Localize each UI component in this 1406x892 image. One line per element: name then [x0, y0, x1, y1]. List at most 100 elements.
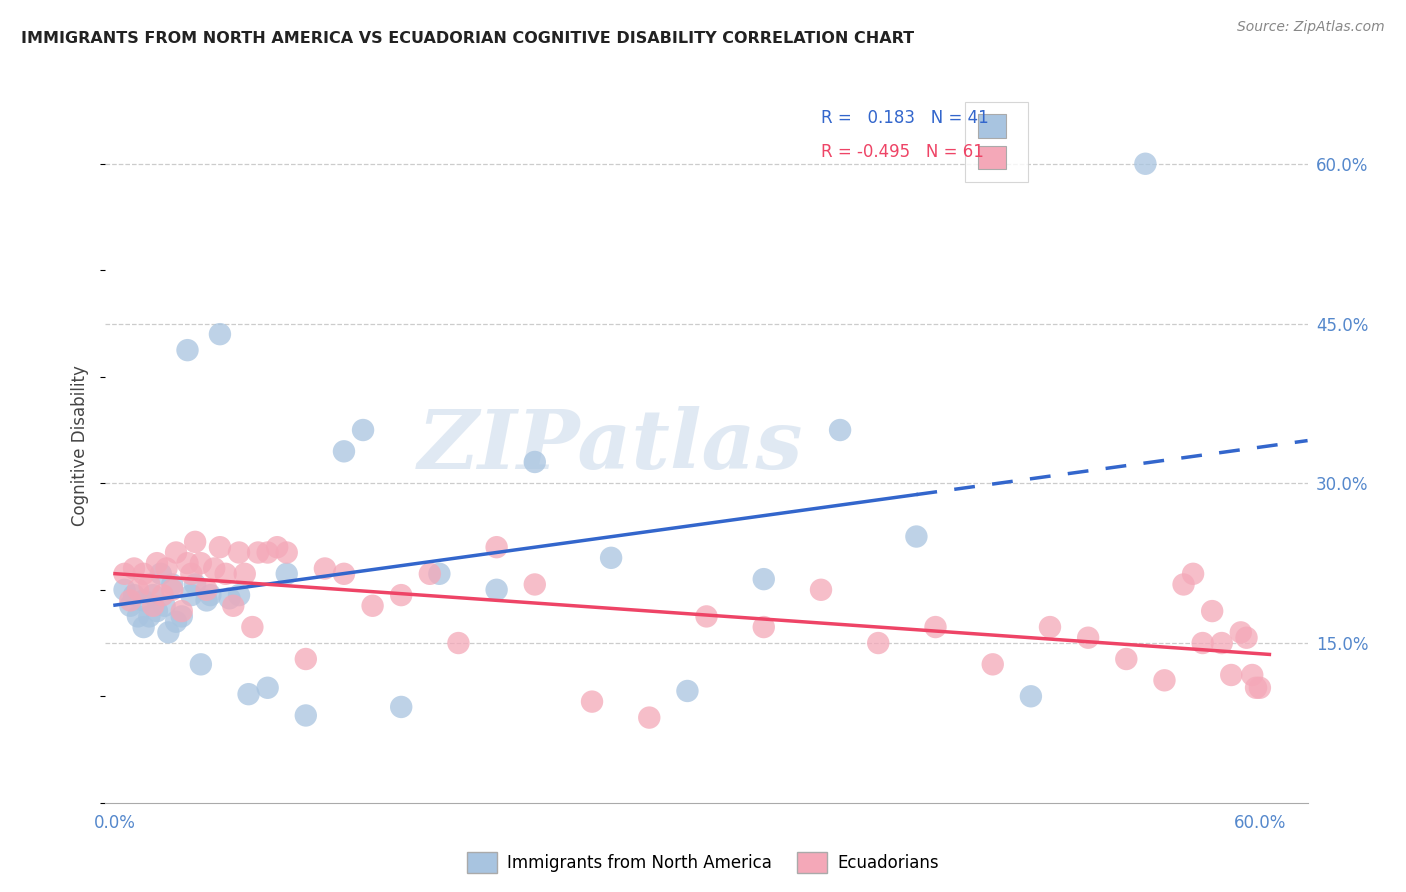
Y-axis label: Cognitive Disability: Cognitive Disability: [72, 366, 90, 526]
Point: [146, 604, 169, 618]
Point: [924, 620, 946, 634]
Text: R =   0.183   N = 41: R = 0.183 N = 41: [821, 109, 988, 127]
Point: [120, 593, 142, 607]
Point: [523, 455, 546, 469]
Point: [162, 577, 183, 591]
Point: [190, 556, 212, 570]
Point: [149, 566, 172, 581]
Point: [138, 577, 160, 591]
Point: [184, 534, 207, 549]
Point: [333, 566, 356, 581]
Point: [155, 561, 177, 575]
Point: [184, 577, 207, 591]
Point: [752, 620, 775, 634]
Point: [600, 550, 623, 565]
Point: [1244, 681, 1267, 695]
Point: [333, 444, 356, 458]
Point: [122, 561, 145, 575]
Text: IMMIGRANTS FROM NORTH AMERICA VS ECUADORIAN COGNITIVE DISABILITY CORRELATION CHA: IMMIGRANTS FROM NORTH AMERICA VS ECUADOR…: [21, 31, 914, 46]
Point: [195, 593, 218, 607]
Point: [1153, 673, 1175, 688]
Point: [695, 609, 717, 624]
Point: [247, 545, 270, 559]
Point: [233, 566, 256, 581]
Point: [1241, 668, 1264, 682]
Point: [810, 582, 832, 597]
Point: [447, 636, 470, 650]
Point: [152, 588, 174, 602]
Point: [1019, 690, 1042, 704]
Text: R = -0.495   N = 61: R = -0.495 N = 61: [821, 143, 984, 161]
Point: [208, 327, 231, 342]
Point: [905, 529, 928, 543]
Point: [127, 582, 149, 597]
Point: [122, 588, 145, 602]
Point: [142, 599, 165, 613]
Point: [180, 588, 202, 602]
Point: [1236, 631, 1258, 645]
Point: [218, 591, 240, 606]
Point: [132, 593, 155, 607]
Point: [200, 588, 222, 602]
Point: [981, 657, 1004, 672]
Point: [242, 620, 264, 634]
Point: [228, 588, 250, 602]
Point: [581, 695, 603, 709]
Point: [276, 545, 298, 559]
Text: ZIPatlas: ZIPatlas: [418, 406, 803, 486]
Point: [752, 572, 775, 586]
Point: [266, 540, 288, 554]
Point: [1249, 681, 1271, 695]
Point: [170, 609, 193, 624]
Point: [146, 556, 169, 570]
Point: [157, 625, 180, 640]
Point: [1135, 157, 1157, 171]
Point: [389, 700, 412, 714]
Point: [214, 566, 236, 581]
Point: [120, 599, 142, 613]
Point: [238, 687, 260, 701]
Point: [1182, 566, 1205, 581]
Point: [170, 604, 193, 618]
Point: [127, 609, 149, 624]
Point: [114, 582, 136, 597]
Point: [162, 582, 183, 597]
Point: [427, 566, 450, 581]
Point: [361, 599, 384, 613]
Point: [1211, 636, 1233, 650]
Point: [165, 545, 187, 559]
Legend: Immigrants from North America, Ecuadorians: Immigrants from North America, Ecuadoria…: [461, 846, 945, 880]
Point: [485, 582, 508, 597]
Point: [114, 566, 136, 581]
Point: [153, 599, 176, 613]
Point: [523, 577, 546, 591]
Point: [1115, 652, 1137, 666]
Point: [1191, 636, 1213, 650]
Point: [295, 652, 318, 666]
Point: [1077, 631, 1099, 645]
Point: [676, 684, 699, 698]
Point: [165, 615, 187, 629]
Point: [314, 561, 336, 575]
Text: Source: ZipAtlas.com: Source: ZipAtlas.com: [1237, 20, 1385, 34]
Point: [1173, 577, 1195, 591]
Point: [638, 710, 661, 724]
Point: [228, 545, 250, 559]
Point: [256, 681, 278, 695]
Point: [256, 545, 278, 559]
Point: [138, 609, 160, 624]
Point: [180, 566, 202, 581]
Legend: , : ,: [965, 102, 1028, 182]
Point: [295, 708, 318, 723]
Point: [222, 599, 245, 613]
Point: [419, 566, 441, 581]
Point: [176, 343, 198, 358]
Point: [389, 588, 412, 602]
Point: [195, 582, 218, 597]
Point: [352, 423, 374, 437]
Point: [202, 561, 225, 575]
Point: [1201, 604, 1223, 618]
Point: [485, 540, 508, 554]
Point: [868, 636, 890, 650]
Point: [132, 566, 155, 581]
